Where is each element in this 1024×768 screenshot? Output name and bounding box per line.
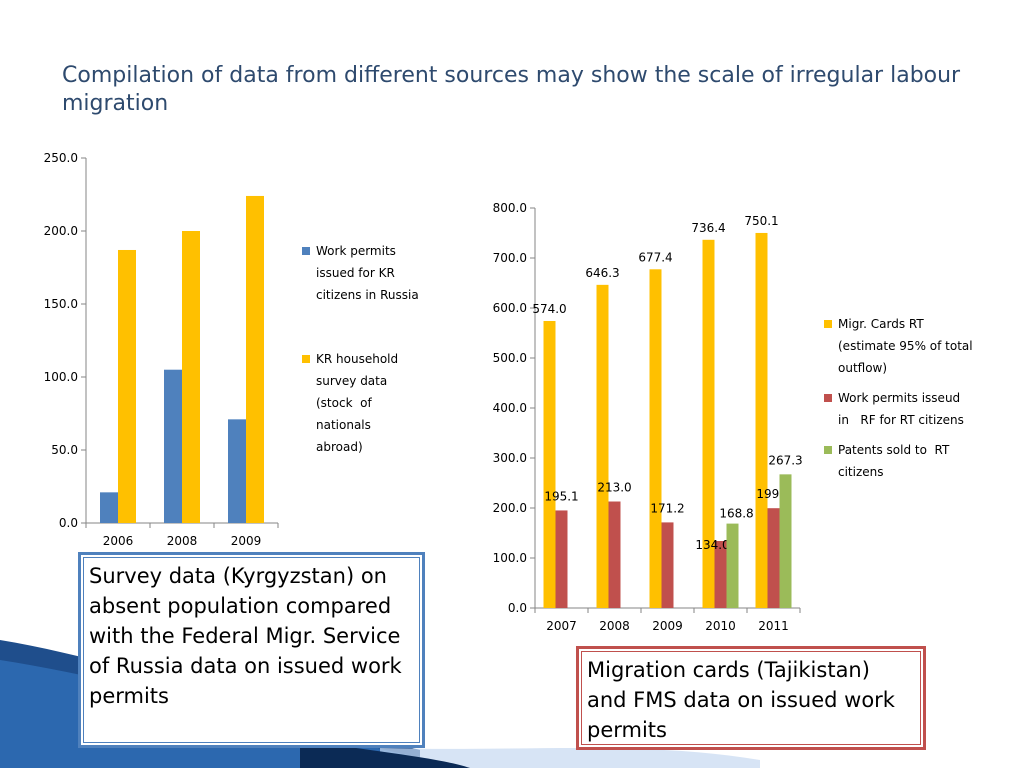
- y-tick-label: 200.0: [493, 501, 527, 515]
- data-label: 195.1: [544, 489, 578, 503]
- bar: [726, 523, 739, 608]
- bar: [608, 501, 621, 608]
- x-tick-label: 2007: [546, 619, 577, 633]
- legend-swatch: [824, 446, 832, 454]
- y-tick-label: 400.0: [493, 401, 527, 415]
- legend-label: Work permits isseud: [838, 391, 960, 405]
- legend-swatch: [302, 247, 310, 255]
- bar: [543, 321, 556, 608]
- slide-title: Compilation of data from different sourc…: [62, 63, 961, 116]
- bar: [649, 269, 662, 608]
- legend-label: KR household: [316, 352, 398, 366]
- y-tick-label: 800.0: [493, 201, 527, 215]
- bar: [755, 232, 768, 608]
- bar: [100, 492, 118, 523]
- legend-label: Migr. Cards RT: [838, 317, 924, 331]
- x-tick-label: 2009: [231, 534, 262, 548]
- data-label: 736.4: [691, 221, 725, 235]
- bar: [702, 239, 715, 609]
- legend-label: Work permits: [316, 244, 396, 258]
- y-tick-label: 700.0: [493, 251, 527, 265]
- legend-label: (estimate 95% of total: [838, 339, 973, 353]
- y-tick-label: 500.0: [493, 351, 527, 365]
- data-label: 677.4: [638, 250, 672, 264]
- x-tick-label: 2009: [652, 619, 683, 633]
- legend-swatch: [302, 355, 310, 363]
- y-tick-label: 100.0: [493, 551, 527, 565]
- legend-label: in RF for RT citizens: [838, 413, 964, 427]
- data-label: 134.0: [695, 538, 729, 552]
- bar: [767, 508, 780, 608]
- y-tick-label: 300.0: [493, 451, 527, 465]
- legend-label: citizens: [838, 465, 884, 479]
- legend-label: citizens in Russia: [316, 288, 419, 302]
- y-tick-label: 600.0: [493, 301, 527, 315]
- x-tick-label: 2006: [103, 534, 134, 548]
- data-label: 267.3: [768, 453, 802, 467]
- bar: [596, 284, 609, 608]
- chart-tajikistan: 0.0 100.0 200.0 300.0 400.0 500.0 600.0 700.0 80…: [493, 201, 973, 633]
- legend-swatch: [824, 320, 832, 328]
- legend-swatch: [824, 394, 832, 402]
- data-label: 168.8: [719, 507, 753, 521]
- bar: [228, 419, 246, 523]
- y-tick-label: 150.0: [44, 297, 78, 311]
- note-left: Survey data (Kyrgyzstan) on absent popul…: [78, 552, 425, 748]
- bar: [164, 369, 182, 523]
- data-label: 574.0: [532, 302, 566, 316]
- bar: [182, 231, 200, 523]
- legend-label: outflow): [838, 361, 887, 375]
- legend-label: survey data: [316, 374, 387, 388]
- legend-label: abroad): [316, 440, 363, 454]
- legend-label: issued for KR: [316, 266, 395, 280]
- data-label: 750.1: [744, 214, 778, 228]
- x-tick-label: 2011: [758, 619, 789, 633]
- bar: [779, 474, 792, 608]
- x-tick-label: 2008: [167, 534, 198, 548]
- x-tick-label: 2008: [599, 619, 630, 633]
- y-tick-label: 100.0: [44, 370, 78, 384]
- y-tick-label: 250.0: [44, 151, 78, 165]
- y-tick-label: 200.0: [44, 224, 78, 238]
- legend-label: (stock of: [316, 396, 372, 410]
- legend-label: nationals: [316, 418, 371, 432]
- x-tick-label: 2010: [705, 619, 736, 633]
- y-tick-label: 0.0: [59, 516, 78, 530]
- bar: [555, 510, 568, 608]
- y-tick-label: 50.0: [51, 443, 78, 457]
- bar: [714, 541, 727, 608]
- note-right: Migration cards (Tajikistan) and FMS dat…: [576, 646, 926, 750]
- chart-kyrgyzstan: 0.0 50.0 100.0 150.0 200.0 250.0 2006 2008 2009 W…: [44, 151, 419, 548]
- bar: [661, 522, 674, 608]
- data-label: 646.3: [585, 266, 619, 280]
- bar: [246, 195, 264, 523]
- y-tick-label: 0.0: [508, 601, 527, 615]
- data-label: 171.2: [650, 501, 684, 515]
- bar: [118, 249, 136, 523]
- data-label: 213.0: [597, 481, 631, 495]
- legend-label: Patents sold to RT: [838, 443, 950, 457]
